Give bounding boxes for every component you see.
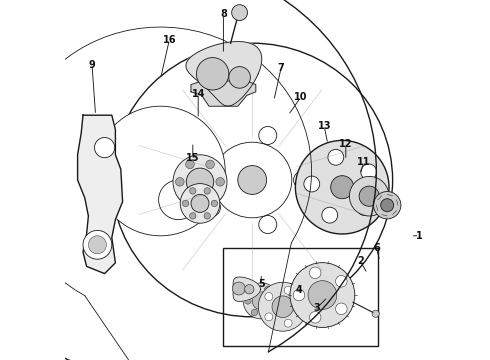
Circle shape bbox=[245, 284, 254, 294]
Circle shape bbox=[322, 207, 338, 223]
Circle shape bbox=[186, 168, 214, 195]
Circle shape bbox=[196, 58, 229, 90]
Circle shape bbox=[309, 311, 321, 323]
Circle shape bbox=[190, 188, 196, 194]
Circle shape bbox=[265, 286, 271, 293]
Text: 1: 1 bbox=[416, 231, 423, 241]
Circle shape bbox=[293, 289, 305, 301]
Circle shape bbox=[272, 296, 294, 318]
Circle shape bbox=[232, 5, 247, 21]
Circle shape bbox=[206, 195, 215, 203]
Circle shape bbox=[95, 138, 115, 158]
Text: 9: 9 bbox=[89, 60, 96, 70]
Circle shape bbox=[361, 164, 377, 180]
Circle shape bbox=[245, 298, 251, 304]
Text: 4: 4 bbox=[295, 285, 302, 295]
Circle shape bbox=[284, 286, 292, 294]
Text: 8: 8 bbox=[220, 9, 227, 19]
Circle shape bbox=[349, 176, 389, 216]
Circle shape bbox=[309, 267, 321, 279]
Text: 7: 7 bbox=[278, 63, 284, 73]
Circle shape bbox=[206, 160, 215, 169]
Circle shape bbox=[229, 67, 250, 88]
Circle shape bbox=[238, 166, 267, 194]
Circle shape bbox=[243, 283, 279, 319]
Circle shape bbox=[284, 319, 292, 327]
Text: 11: 11 bbox=[357, 157, 370, 167]
Circle shape bbox=[372, 310, 379, 318]
Circle shape bbox=[204, 213, 210, 219]
Circle shape bbox=[232, 282, 245, 295]
Circle shape bbox=[357, 200, 373, 216]
Polygon shape bbox=[186, 41, 262, 106]
Polygon shape bbox=[191, 81, 256, 106]
Text: 6: 6 bbox=[373, 243, 380, 253]
Circle shape bbox=[336, 303, 347, 315]
Text: 5: 5 bbox=[258, 279, 265, 289]
Bar bbox=[223, 248, 378, 346]
Circle shape bbox=[186, 160, 194, 169]
Circle shape bbox=[251, 309, 258, 316]
Circle shape bbox=[265, 293, 273, 301]
Circle shape bbox=[265, 313, 273, 321]
Circle shape bbox=[186, 195, 194, 203]
Circle shape bbox=[296, 303, 304, 311]
Circle shape bbox=[251, 286, 258, 293]
Polygon shape bbox=[233, 277, 261, 301]
Circle shape bbox=[96, 106, 225, 236]
Text: 15: 15 bbox=[186, 153, 199, 163]
Circle shape bbox=[180, 184, 220, 223]
Circle shape bbox=[173, 155, 227, 209]
Text: 14: 14 bbox=[192, 89, 205, 99]
Circle shape bbox=[191, 194, 209, 212]
Circle shape bbox=[83, 230, 112, 259]
Circle shape bbox=[190, 213, 196, 219]
Circle shape bbox=[304, 176, 319, 192]
Circle shape bbox=[175, 177, 184, 186]
Circle shape bbox=[381, 199, 393, 212]
Circle shape bbox=[88, 236, 106, 254]
Circle shape bbox=[373, 192, 401, 219]
Text: 10: 10 bbox=[294, 92, 308, 102]
Circle shape bbox=[252, 292, 270, 310]
Circle shape bbox=[211, 200, 218, 207]
Text: 16: 16 bbox=[163, 35, 176, 45]
Circle shape bbox=[182, 200, 189, 207]
Circle shape bbox=[295, 140, 389, 234]
Circle shape bbox=[328, 149, 344, 165]
Polygon shape bbox=[77, 115, 122, 274]
Text: 3: 3 bbox=[314, 303, 320, 313]
Circle shape bbox=[216, 177, 224, 186]
Circle shape bbox=[258, 282, 307, 331]
Text: 12: 12 bbox=[339, 139, 352, 149]
Text: 2: 2 bbox=[357, 256, 364, 266]
Circle shape bbox=[336, 275, 347, 287]
Circle shape bbox=[331, 176, 354, 199]
Circle shape bbox=[290, 263, 355, 328]
Circle shape bbox=[265, 309, 271, 316]
Text: 13: 13 bbox=[318, 121, 331, 131]
Circle shape bbox=[271, 298, 278, 304]
Circle shape bbox=[204, 188, 210, 194]
Circle shape bbox=[359, 186, 379, 206]
Circle shape bbox=[308, 281, 337, 310]
